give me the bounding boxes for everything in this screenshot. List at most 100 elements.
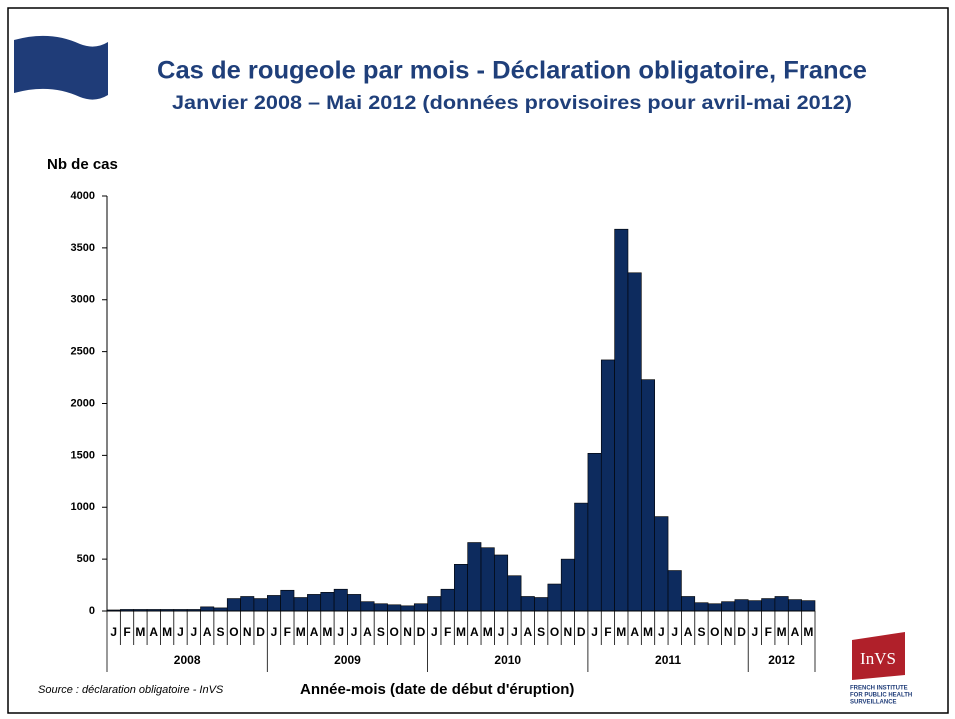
x-tick-label: S [697, 625, 705, 639]
x-tick-label: M [162, 625, 172, 639]
chart-title: Cas de rougeole par mois - Déclaration o… [157, 57, 867, 85]
x-tick-label: J [498, 625, 505, 639]
bar [654, 516, 669, 612]
chart-subtitle: Janvier 2008 – Mai 2012 (données proviso… [172, 93, 852, 114]
slide-frame [7, 7, 949, 714]
bar [587, 452, 602, 612]
x-tick-label: J [271, 625, 278, 639]
bar [454, 564, 468, 612]
x-tick-label: A [363, 625, 372, 639]
bar [226, 598, 241, 612]
x-tick-label: M [803, 625, 813, 639]
x-tick-label: J [591, 625, 598, 639]
x-tick-label: N [403, 625, 412, 639]
bar [721, 601, 736, 612]
bar [694, 602, 709, 612]
y-tick-label: 4000 [71, 190, 95, 202]
y-tick-label: 2000 [71, 397, 95, 409]
bar [494, 554, 509, 612]
bar [534, 597, 549, 612]
bar [787, 599, 802, 612]
x-tick-label: J [671, 625, 678, 639]
logo: InVS FRENCH INSTITUTE FOR PUBLIC HEALTH … [850, 632, 912, 706]
bar [614, 228, 629, 612]
x-tick-label: M [616, 625, 626, 639]
x-tick-label: J [110, 625, 117, 639]
bar [427, 596, 442, 612]
bar [200, 606, 215, 612]
logo-line: FOR PUBLIC HEALTH [850, 693, 912, 699]
x-tick-label: A [203, 625, 212, 639]
x-tick-label: O [229, 625, 238, 639]
x-tick-label: J [351, 625, 358, 639]
year-label: 2008 [174, 653, 201, 667]
x-tick-label: D [256, 625, 265, 639]
bar [413, 603, 428, 612]
logo-shape [852, 632, 905, 680]
bar [774, 596, 789, 612]
bar [347, 594, 362, 612]
year-label: 2009 [334, 653, 361, 667]
bar [253, 598, 268, 612]
x-tick-label: N [564, 625, 573, 639]
x-tick-label: A [523, 625, 532, 639]
bar [627, 272, 642, 612]
x-tick-label: F [604, 625, 611, 639]
bar [320, 592, 335, 612]
x-tick-label: J [752, 625, 759, 639]
x-tick-label: O [710, 625, 719, 639]
bar [267, 595, 281, 612]
y-tick-label: 0 [89, 605, 95, 617]
x-tick-label: D [737, 625, 746, 639]
x-tick-label: A [149, 625, 158, 639]
x-tick-label: N [243, 625, 252, 639]
bar [480, 547, 495, 612]
bar [761, 598, 776, 612]
year-label: 2012 [768, 653, 795, 667]
x-tick-label: A [310, 625, 319, 639]
x-axis-label: Année-mois (date de début d'éruption) [300, 681, 574, 698]
x-tick-label: F [444, 625, 451, 639]
bar [333, 588, 348, 612]
bar [373, 603, 388, 612]
x-tick-label: M [456, 625, 466, 639]
x-tick-label: O [550, 625, 559, 639]
y-tick-label: 3000 [71, 294, 95, 306]
bar [293, 597, 308, 612]
bar [240, 596, 255, 612]
flag [14, 35, 108, 100]
x-tick-label: A [791, 625, 800, 639]
year-label: 2010 [494, 653, 521, 667]
x-tick-label: O [390, 625, 399, 639]
y-tick-label: 500 [77, 553, 95, 565]
x-tick-label: J [511, 625, 518, 639]
bar [560, 558, 575, 612]
x-tick-label: M [322, 625, 332, 639]
logo-line: SURVEILLANCE [850, 700, 897, 706]
y-tick-label: 2500 [71, 346, 95, 358]
x-tick-label: A [630, 625, 639, 639]
x-tick-label: N [724, 625, 733, 639]
bar [307, 594, 322, 612]
x-tick-label: M [296, 625, 306, 639]
bar [641, 379, 655, 612]
bar [360, 601, 375, 612]
year-label: 2011 [655, 653, 681, 667]
x-tick-label: S [377, 625, 385, 639]
x-tick-label: S [537, 625, 545, 639]
y-tick-label: 1500 [71, 449, 95, 461]
x-tick-label: J [337, 625, 344, 639]
bar [747, 600, 762, 612]
x-tick-label: M [643, 625, 653, 639]
x-tick-label: F [765, 625, 772, 639]
x-tick-label: M [483, 625, 493, 639]
x-tick-label: J [190, 625, 197, 639]
bar [547, 583, 562, 612]
source: Source : déclaration obligatoire - InVS [38, 684, 224, 696]
bar [707, 603, 722, 612]
y-axis-label: Nb de cas [47, 156, 118, 173]
bar [467, 542, 482, 612]
bar [280, 589, 295, 612]
x-tick-label: F [284, 625, 291, 639]
x-tick-label: D [417, 625, 426, 639]
